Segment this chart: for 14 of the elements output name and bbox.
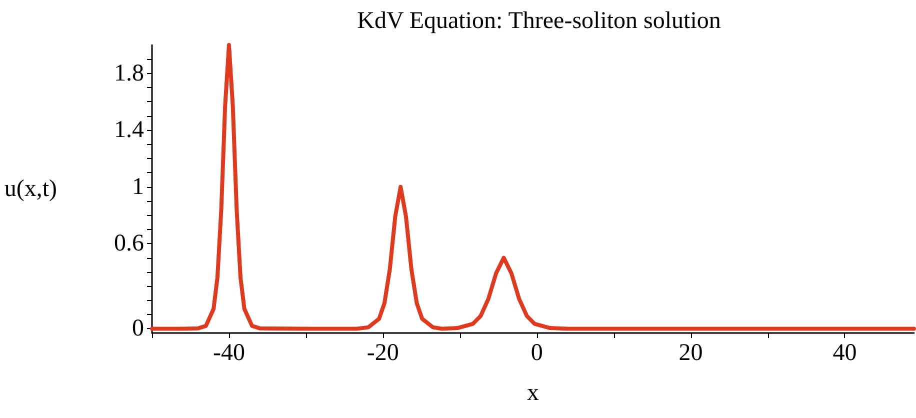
x-tick-label: 0 <box>530 340 543 366</box>
y-tick-label: 1 <box>132 174 144 200</box>
y-tick-label: 1.4 <box>114 117 144 144</box>
y-tick-label: 0 <box>132 316 144 342</box>
x-axis-title: x <box>527 380 539 406</box>
x-tick-label: 40 <box>832 340 857 366</box>
x-tick-label: -40 <box>212 340 245 366</box>
line-series <box>150 43 916 331</box>
y-axis-title: u(x,t) <box>4 176 57 202</box>
x-tick-label: -20 <box>366 340 399 366</box>
x-tick-label: 20 <box>678 340 703 366</box>
y-tick-label: 1.8 <box>114 60 144 86</box>
chart-title: KdV Equation: Three-soliton solution <box>357 8 721 34</box>
y-tick-label: 0.6 <box>114 230 144 257</box>
